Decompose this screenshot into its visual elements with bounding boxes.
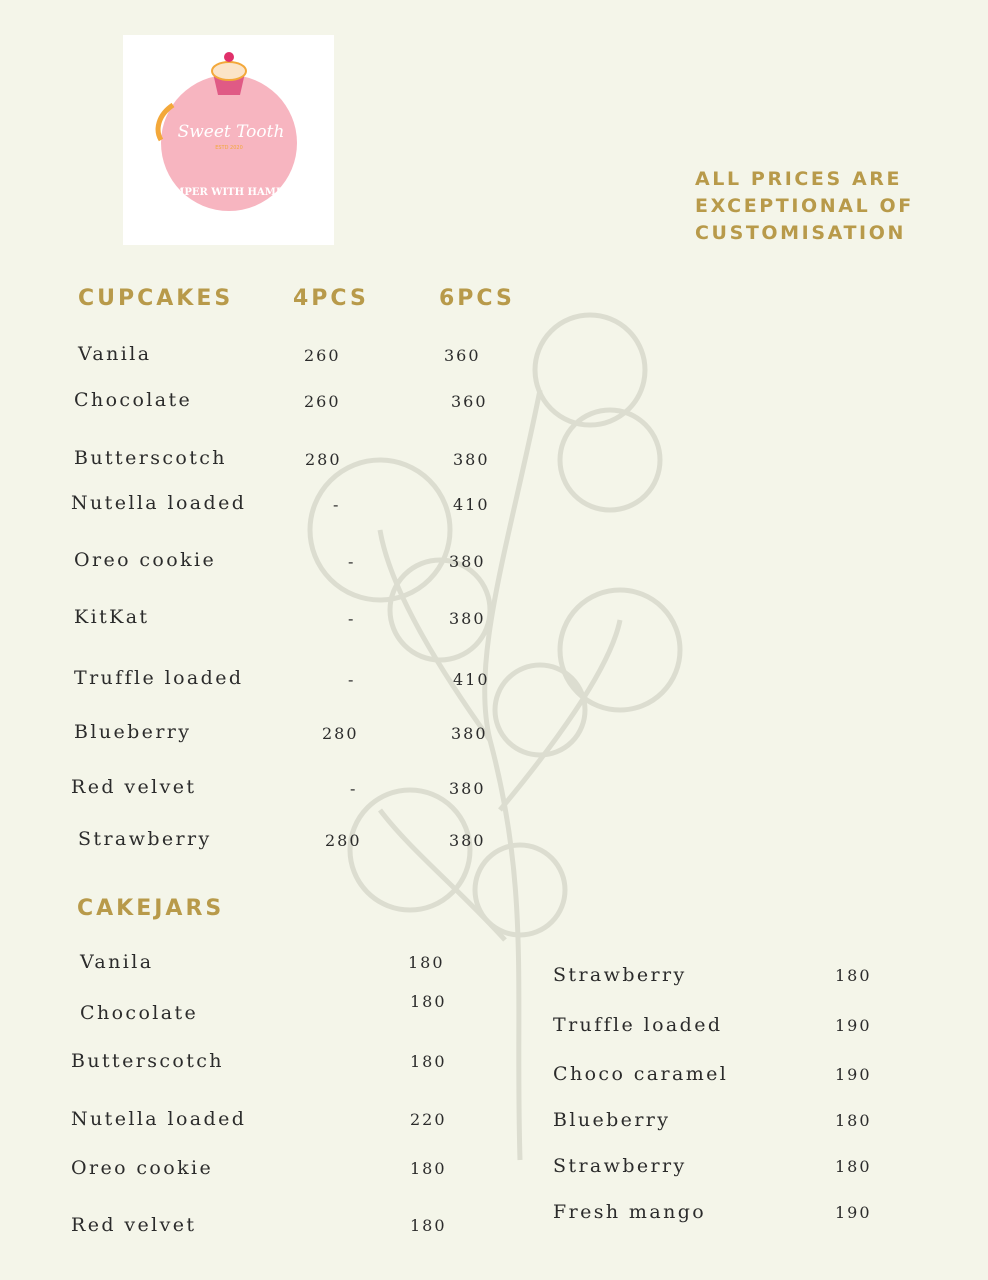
logo: Sweet Tooth ESTD 2020 PAMPER WITH HAMPER	[123, 35, 334, 245]
cupcake-price-4pcs: 280	[322, 724, 359, 743]
cupcake-price-4pcs: -	[350, 779, 358, 798]
note-line: ALL PRICES ARE	[695, 168, 903, 190]
cakejar-price: 220	[410, 1110, 447, 1129]
cakejar-name: Blueberry	[553, 1109, 671, 1131]
cupcake-name: Chocolate	[74, 389, 193, 411]
cakejar-price: 180	[410, 1159, 447, 1178]
cupcake-price-4pcs: -	[333, 495, 341, 514]
cakejar-name: Nutella loaded	[71, 1108, 247, 1130]
cupcake-price-4pcs: 280	[325, 831, 362, 850]
cupcake-price-6pcs: 380	[449, 779, 486, 798]
cupcake-name: Red velvet	[71, 776, 197, 798]
cakejar-name: Chocolate	[80, 1002, 199, 1024]
cakejar-price: 180	[410, 1052, 447, 1071]
cupcake-name: Strawberry	[78, 828, 212, 850]
cakejar-name: Strawberry	[553, 964, 687, 986]
svg-text:Sweet Tooth: Sweet Tooth	[178, 122, 285, 142]
cupcake-price-6pcs: 380	[449, 831, 486, 850]
cupcake-price-4pcs: -	[348, 670, 356, 689]
cupcake-name: Oreo cookie	[74, 549, 217, 571]
cupcake-price-6pcs: 360	[444, 346, 481, 365]
col-4pcs-heading: 4PCS	[293, 286, 369, 311]
note-line: CUSTOMISATION	[695, 222, 906, 244]
cupcake-price-6pcs: 380	[453, 450, 490, 469]
cupcake-name: Blueberry	[74, 721, 192, 743]
cupcake-price-6pcs: 360	[451, 392, 488, 411]
cupcake-name: Vanila	[78, 343, 152, 365]
pricing-note: ALL PRICES ARE EXCEPTIONAL OF CUSTOMISAT…	[695, 166, 914, 247]
cupcake-name: Nutella loaded	[71, 492, 247, 514]
cakejar-name: Truffle loaded	[553, 1014, 723, 1036]
cakejar-price: 180	[835, 1111, 872, 1130]
cakejar-price: 190	[835, 1065, 872, 1084]
cakejar-price: 180	[410, 992, 447, 1011]
cakejar-name: Strawberry	[553, 1155, 687, 1177]
col-6pcs-heading: 6PCS	[439, 286, 515, 311]
svg-text:ESTD 2020: ESTD 2020	[215, 145, 243, 151]
cakejar-price: 180	[835, 966, 872, 985]
note-line: EXCEPTIONAL OF	[695, 195, 914, 217]
cupcake-price-4pcs: -	[348, 609, 356, 628]
cupcake-name: Butterscotch	[74, 447, 227, 469]
cupcake-price-6pcs: 380	[449, 609, 486, 628]
cupcake-price-4pcs: 260	[304, 392, 341, 411]
cakejars-heading: CAKEJARS	[77, 896, 225, 921]
cupcake-price-6pcs: 410	[453, 670, 490, 689]
cakejar-name: Fresh mango	[553, 1201, 707, 1223]
cakejar-name: Oreo cookie	[71, 1157, 214, 1179]
cupcake-price-6pcs: 380	[451, 724, 488, 743]
cakejar-name: Choco caramel	[553, 1063, 729, 1085]
cakejar-name: Red velvet	[71, 1214, 197, 1236]
cupcake-price-6pcs: 410	[453, 495, 490, 514]
svg-text:PAMPER WITH HAMPER: PAMPER WITH HAMPER	[159, 187, 300, 198]
cupcake-price-4pcs: 280	[305, 450, 342, 469]
floral-illustration	[307, 312, 683, 1161]
cakejar-price: 180	[410, 1216, 447, 1235]
cupcake-name: KitKat	[74, 606, 150, 628]
cupcakes-heading: CUPCAKES	[78, 286, 234, 311]
cupcake-price-4pcs: -	[348, 552, 356, 571]
cakejar-price: 190	[835, 1016, 872, 1035]
cupcake-price-4pcs: 260	[304, 346, 341, 365]
cupcake-name: Truffle loaded	[74, 667, 244, 689]
cupcake-price-6pcs: 380	[449, 552, 486, 571]
cakejar-name: Vanila	[80, 951, 154, 973]
cakejar-name: Butterscotch	[71, 1050, 224, 1072]
cakejar-price: 190	[835, 1203, 872, 1222]
cakejar-price: 180	[408, 953, 445, 972]
cakejar-price: 180	[835, 1157, 872, 1176]
